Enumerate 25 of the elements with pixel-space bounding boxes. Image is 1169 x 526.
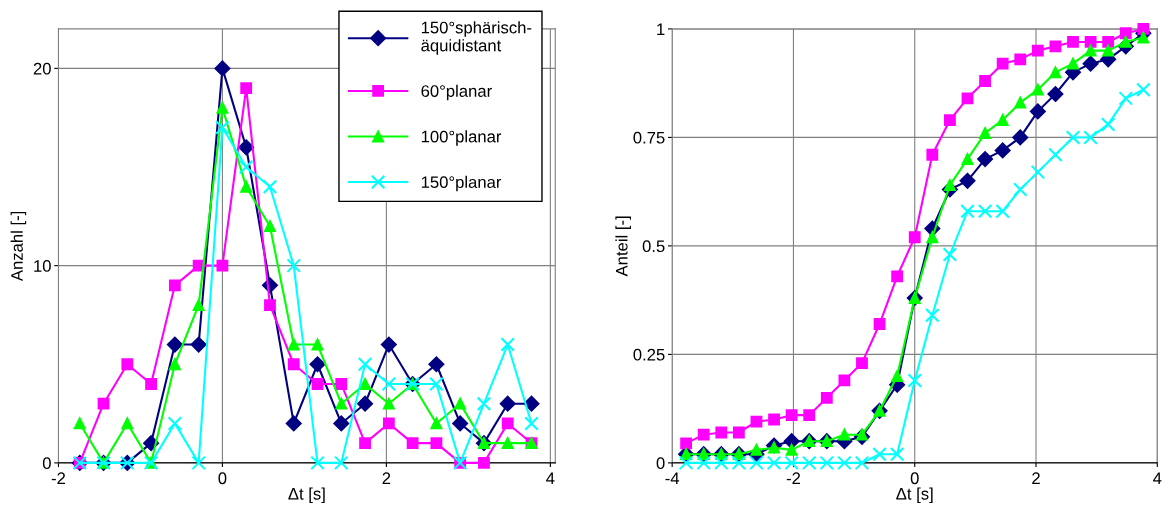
- legend-label: 150°planar: [421, 175, 502, 192]
- x-axis-title: Δt [s]: [288, 487, 325, 503]
- legend-label: 60°planar: [421, 84, 492, 101]
- legend-label: 100°planar: [421, 130, 502, 146]
- y-axis-title: Anteil [-]: [615, 216, 631, 277]
- x-tick-label: -2: [786, 472, 801, 484]
- y-axis-title: Anzahl [-]: [10, 211, 27, 282]
- x-tick-label: 0: [218, 472, 227, 485]
- x-axis-title: Δt [s]: [896, 487, 933, 503]
- x-tick-label: -4: [665, 472, 680, 484]
- x-tick-label: 4: [546, 472, 555, 484]
- y-tick-label: 0.25: [633, 348, 665, 361]
- x-tick-label: 2: [1032, 472, 1040, 484]
- x-tick-label: 2: [382, 472, 391, 484]
- y-tick-label: 0.5: [642, 240, 665, 253]
- y-tick-label: 0.75: [633, 131, 665, 144]
- y-tick-label: 10: [34, 260, 51, 272]
- x-tick-label: 0: [910, 472, 919, 485]
- legend-label: 150°sphärisch- äquidistant: [421, 21, 532, 55]
- y-tick-label: 0: [42, 457, 51, 470]
- x-tick-label: 4: [1153, 472, 1162, 484]
- x-tick-label: -2: [51, 472, 66, 484]
- y-tick-label: 0: [656, 457, 665, 470]
- y-tick-label: 20: [33, 62, 51, 75]
- y-tick-label: 1: [657, 23, 665, 35]
